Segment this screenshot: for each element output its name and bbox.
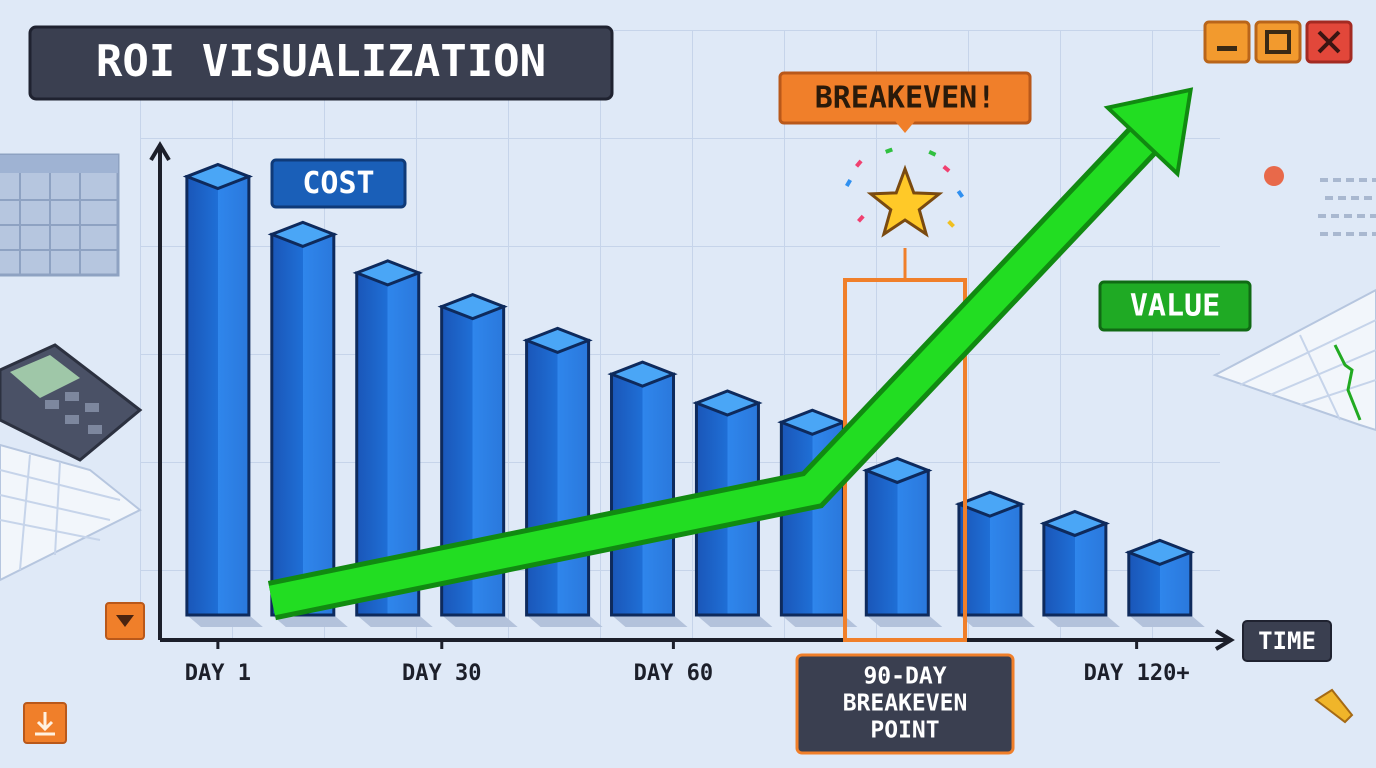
bar-top: [607, 360, 678, 388]
cursor-icon: [1314, 688, 1354, 724]
bar-shadow: [186, 615, 263, 627]
spreadsheet-icon: [0, 153, 120, 277]
bar-shadow: [781, 615, 858, 627]
confetti: [942, 164, 951, 173]
calculator-icon: [0, 343, 143, 462]
confetti: [947, 220, 955, 228]
confetti: [956, 189, 965, 199]
export-icon: [35, 712, 55, 736]
value-arrow-shaft: [268, 130, 1154, 616]
bar-shadow: [526, 615, 603, 627]
x-tick-label: DAY 1: [185, 661, 251, 686]
bar-shadow: [958, 615, 1035, 627]
chart-title: ROI VISUALIZATION: [96, 36, 546, 87]
bar-shadow: [271, 615, 348, 627]
x-axis-label: TIME: [1258, 627, 1316, 655]
paper-sheet-left: [0, 443, 142, 582]
plot-area: TIME DAY 1 DAY 30 DAY 60 DAY 120+ COST VALUE BR…: [149, 71, 1332, 755]
bar-top: [692, 389, 763, 417]
breakeven-point-label: POINT: [870, 718, 939, 744]
maximize-button[interactable]: [1254, 20, 1302, 64]
bar: [1042, 521, 1108, 617]
x-axis-label-box: [1242, 620, 1332, 662]
confetti: [845, 178, 852, 187]
minimize-icon: [1217, 46, 1237, 51]
bar-shadow: [611, 615, 688, 627]
bar-top: [182, 162, 254, 191]
close-icon: [1317, 30, 1341, 54]
bar-shadow: [356, 615, 433, 627]
bar-shadow: [1043, 615, 1120, 627]
bar-top: [352, 259, 423, 287]
bar: [185, 175, 251, 617]
breakeven-point-label: BREAKEVEN: [843, 691, 968, 717]
title-box: [28, 25, 614, 101]
x-tick-label: DAY 60: [634, 661, 713, 686]
dropdown-icon: [116, 615, 134, 627]
legend-tag: [270, 158, 407, 209]
confetti: [885, 147, 893, 154]
breakeven-tag-pointer: [895, 121, 916, 133]
bar: [957, 502, 1023, 617]
bar-top: [267, 220, 338, 248]
bar-top: [1039, 509, 1111, 538]
x-tick-label: DAY 120+: [1084, 661, 1190, 686]
window-buttons: [1203, 20, 1353, 64]
bar: [525, 338, 591, 617]
bar-shadow: [441, 615, 518, 627]
bar-shadow: [866, 615, 943, 627]
bar-top: [862, 456, 933, 485]
breakeven-label: BREAKEVEN!: [815, 81, 996, 116]
bar: [610, 372, 676, 617]
breakeven-point-box: [795, 653, 1015, 755]
confetti: [928, 149, 937, 157]
bar-shadow: [696, 615, 773, 627]
legend-label: COST: [302, 166, 374, 201]
confetti: [855, 159, 863, 168]
maximize-icon: [1265, 30, 1291, 54]
bar-top: [1124, 538, 1195, 566]
bar-shadow: [1128, 615, 1205, 627]
bar-top: [437, 293, 508, 321]
x-axis: [160, 629, 1235, 651]
bar: [864, 468, 930, 617]
bar: [270, 232, 336, 617]
legend-label: VALUE: [1130, 289, 1220, 324]
x-tick-label: DAY 30: [402, 661, 481, 686]
star: [866, 164, 944, 238]
bar-top: [954, 490, 1026, 518]
value-arrow-head: [1103, 87, 1194, 178]
confetti: [857, 214, 865, 223]
menu-icon: [1264, 166, 1376, 236]
breakeven-point-label: 90-DAY: [863, 664, 946, 690]
paper-sheet-right: [1212, 288, 1376, 432]
y-axis: [149, 141, 171, 640]
bar-top: [522, 326, 593, 354]
minimize-button[interactable]: [1203, 20, 1251, 64]
legend-tag: [1098, 280, 1252, 332]
